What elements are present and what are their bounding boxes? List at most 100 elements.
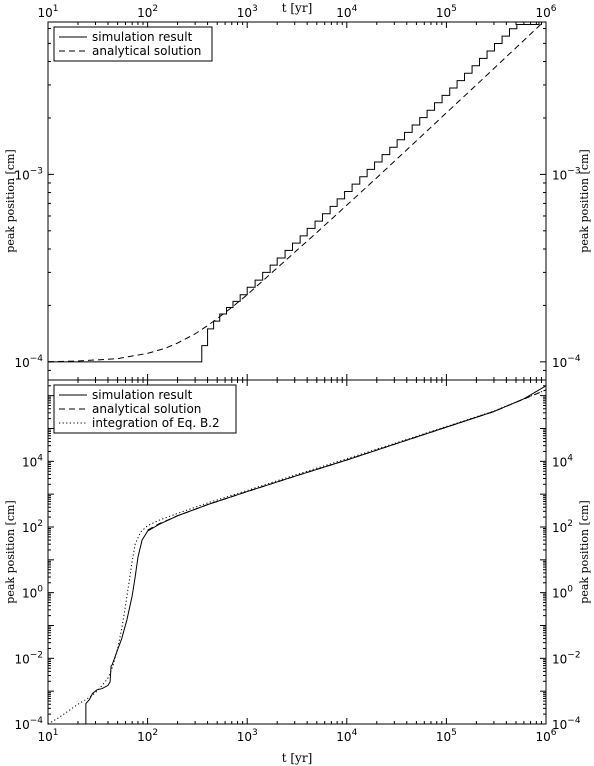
top-y-tick-label-left-base: 10 bbox=[14, 356, 29, 370]
bottom-y-tick-label-left-base: 10 bbox=[14, 652, 29, 666]
top-y-tick-label-left: 10−4 bbox=[14, 354, 43, 370]
top-y-tick-label-right-base: 10 bbox=[552, 168, 567, 182]
top-x-tick-label-top-exp: 1 bbox=[53, 4, 59, 14]
top-y-tick-label-left-exp: −3 bbox=[30, 166, 43, 176]
top-y-axis-title-left: peak position [cm] bbox=[4, 149, 17, 252]
top-legend-box bbox=[53, 26, 213, 62]
top-y-axis-title-right: peak position [cm] bbox=[578, 149, 591, 252]
bottom-series-line-1 bbox=[85, 385, 546, 724]
bottom-y-tick-label-right-base: 10 bbox=[552, 455, 567, 469]
top-x-tick-label-top: 105 bbox=[436, 4, 457, 20]
top-x-tick-label-top-base: 10 bbox=[37, 6, 52, 20]
top-x-tick-label-top-exp: 2 bbox=[152, 4, 158, 14]
top-x-tick-label-top-base: 10 bbox=[237, 6, 252, 20]
bottom-x-tick-label-bottom-base: 10 bbox=[137, 730, 152, 744]
top-x-tick-label-top-base: 10 bbox=[137, 6, 152, 20]
bottom-x-tick-label-bottom-exp: 5 bbox=[451, 728, 457, 738]
top-x-tick-label-top-base: 10 bbox=[336, 6, 351, 20]
bottom-y-tick-label-right-base: 10 bbox=[552, 652, 567, 666]
bottom-series-line-3 bbox=[48, 389, 546, 724]
bottom-y-tick-label-right: 104 bbox=[552, 453, 573, 469]
bottom-y-tick-label-left-exp: 2 bbox=[37, 519, 43, 529]
bottom-series-line-2 bbox=[147, 389, 546, 531]
bottom-y-tick-label-right-exp: 0 bbox=[567, 585, 573, 595]
bottom-y-tick-label-right: 100 bbox=[552, 585, 573, 601]
bottom-y-tick-label-left-exp: 4 bbox=[37, 453, 43, 463]
bottom-y-tick-label-right-exp: 2 bbox=[567, 519, 573, 529]
top-x-tick-label-top: 101 bbox=[37, 4, 58, 20]
bottom-y-tick-label-right-base: 10 bbox=[552, 521, 567, 535]
bottom-x-tick-label-bottom: 105 bbox=[436, 728, 457, 744]
bottom-legend-label: analytical solution bbox=[92, 402, 201, 416]
top-x-tick-label-top: 104 bbox=[336, 4, 357, 20]
top-legend-label: analytical solution bbox=[92, 44, 201, 58]
bottom-y-tick-label-left: 100 bbox=[22, 585, 43, 601]
bottom-x-tick-label-bottom-exp: 2 bbox=[152, 728, 158, 738]
top-x-tick-label-top: 103 bbox=[237, 4, 258, 20]
bottom-y-tick-label-right-exp: −2 bbox=[567, 650, 580, 660]
top-y-tick-label-right-exp: −3 bbox=[567, 166, 580, 176]
top-y-tick-label-right: 10−4 bbox=[552, 354, 581, 370]
bottom-x-tick-label-bottom-base: 10 bbox=[336, 730, 351, 744]
bottom-y-tick-label-right-base: 10 bbox=[552, 718, 567, 732]
bottom-x-tick-label-bottom-base: 10 bbox=[37, 730, 52, 744]
bottom-y-tick-label-left-base: 10 bbox=[14, 718, 29, 732]
top-x-tick-label-top-exp: 5 bbox=[451, 4, 457, 14]
top-y-tick-label-left: 10−3 bbox=[14, 166, 43, 182]
top-y-tick-label-right: 10−3 bbox=[552, 166, 581, 182]
bottom-y-tick-label-right-base: 10 bbox=[552, 587, 567, 601]
top-x-tick-label-top-exp: 3 bbox=[252, 4, 258, 14]
bottom-y-tick-label-right: 10−2 bbox=[552, 650, 581, 666]
bottom-y-tick-label-right-exp: −4 bbox=[567, 716, 581, 726]
top-legend-label: simulation result bbox=[92, 30, 193, 44]
bottom-x-tick-label-bottom: 106 bbox=[535, 728, 556, 744]
bottom-y-tick-label-left: 102 bbox=[22, 519, 43, 535]
top-x-tick-label-top-exp: 4 bbox=[352, 4, 358, 14]
bottom-x-tick-label-bottom: 104 bbox=[336, 728, 357, 744]
bottom-axes-frame bbox=[47, 379, 547, 725]
bottom-legend-label: integration of Eq. B.2 bbox=[92, 416, 220, 430]
bottom-y-tick-label-left-exp: −2 bbox=[30, 650, 43, 660]
bottom-x-tick-label-bottom: 102 bbox=[137, 728, 158, 744]
bottom-x-tick-label-bottom-base: 10 bbox=[237, 730, 252, 744]
top-axes-frame bbox=[47, 21, 547, 381]
bottom-x-tick-label-bottom: 103 bbox=[237, 728, 258, 744]
bottom-x-tick-label-bottom-base: 10 bbox=[436, 730, 451, 744]
bottom-x-tick-label-bottom: 101 bbox=[37, 728, 58, 744]
bottom-x-tick-label-bottom-base: 10 bbox=[535, 730, 550, 744]
top-x-axis-title: t [yr] bbox=[282, 1, 313, 15]
bottom-y-tick-label-left-base: 10 bbox=[22, 455, 37, 469]
top-y-tick-label-right-exp: −4 bbox=[567, 354, 581, 364]
bottom-y-axis-title-left: peak position [cm] bbox=[4, 500, 17, 603]
top-x-tick-label-top-base: 10 bbox=[535, 6, 550, 20]
bottom-x-tick-label-bottom-exp: 4 bbox=[352, 728, 358, 738]
bottom-y-tick-label-left-base: 10 bbox=[22, 521, 37, 535]
top-y-tick-label-right-base: 10 bbox=[552, 356, 567, 370]
top-x-tick-label-top-base: 10 bbox=[436, 6, 451, 20]
bottom-y-tick-label-left-exp: −4 bbox=[30, 716, 44, 726]
bottom-y-tick-label-left-base: 10 bbox=[22, 587, 37, 601]
bottom-y-axis-title-right: peak position [cm] bbox=[578, 500, 591, 603]
top-y-tick-label-left-exp: −4 bbox=[30, 354, 44, 364]
bottom-x-tick-label-bottom-exp: 3 bbox=[252, 728, 258, 738]
bottom-x-axis-title: t [yr] bbox=[282, 751, 313, 765]
bottom-x-tick-label-bottom-exp: 1 bbox=[53, 728, 59, 738]
top-series-line-2 bbox=[48, 22, 545, 363]
bottom-legend-label: simulation result bbox=[92, 388, 193, 402]
bottom-x-tick-label-bottom-exp: 6 bbox=[551, 728, 557, 738]
top-x-tick-label-top: 102 bbox=[137, 4, 158, 20]
bottom-y-tick-label-left: 104 bbox=[22, 453, 43, 469]
top-y-tick-label-left-base: 10 bbox=[14, 168, 29, 182]
bottom-y-tick-label-left: 10−2 bbox=[14, 650, 43, 666]
bottom-y-tick-label-left: 10−4 bbox=[14, 716, 43, 732]
bottom-y-tick-label-right: 10−4 bbox=[552, 716, 581, 732]
top-x-tick-label-top-exp: 6 bbox=[551, 4, 557, 14]
bottom-y-tick-label-right: 102 bbox=[552, 519, 573, 535]
top-x-tick-label-top: 106 bbox=[535, 4, 556, 20]
bottom-y-tick-label-right-exp: 4 bbox=[567, 453, 573, 463]
